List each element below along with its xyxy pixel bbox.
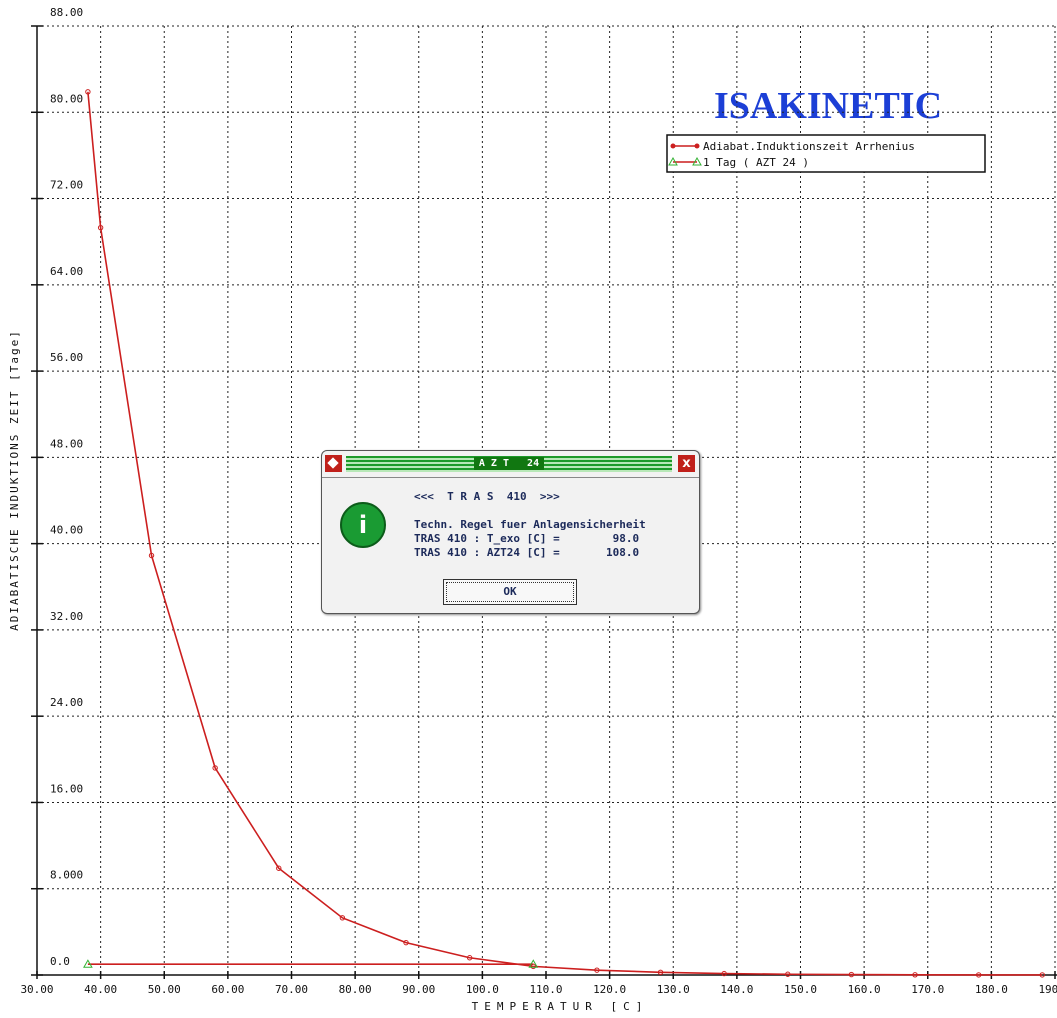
y-tick-label: 40.00 [50,524,83,537]
marker [85,89,91,95]
y-tick-label: 56.00 [50,351,83,364]
x-tick-label: 90.00 [402,983,435,996]
ok-button[interactable]: OK [443,579,577,605]
legend-label: 1 Tag ( AZT 24 ) [703,156,809,169]
legend-marker [670,143,676,149]
x-tick-label: 70.00 [275,983,308,996]
x-tick-label: 100.0 [466,983,499,996]
x-tick-label: 50.00 [148,983,181,996]
dialog-heading: <<< T R A S 410 >>> [414,490,560,503]
marker [721,970,727,977]
menu-button[interactable] [325,455,342,472]
marker [403,939,409,946]
x-axis-label: TEMPERATUR [C] [472,1000,649,1013]
x-tick-label: 110.0 [529,983,562,996]
x-tick-label: 190.0 [1038,983,1057,996]
x-tick-label: 30.00 [20,983,53,996]
y-tick-label: 88.00 [50,6,83,19]
x-tick-label: 160.0 [848,983,881,996]
dialog-line: Techn. Regel fuer Anlagensicherheit [414,518,646,531]
marker [912,972,918,978]
x-tick-label: 60.00 [211,983,244,996]
marker [785,971,791,977]
y-tick-label: 0.0 [50,955,70,968]
marker [276,865,282,871]
x-tick-label: 140.0 [720,983,753,996]
logo: ISAKINETIC [714,85,942,127]
y-tick-label: 16.00 [50,782,83,795]
title-bar: A Z T 24 [346,456,672,472]
y-tick-label: 8.000 [50,869,83,882]
marker [848,971,855,978]
dialog-line: TRAS 410 : T_exo [C] = 98.0 [414,532,640,545]
y-tick-label: 32.00 [50,610,83,623]
legend-label: Adiabat.Induktionszeit Arrhenius [703,140,915,153]
marker [339,915,346,921]
x-tick-label: 130.0 [657,983,690,996]
y-tick-label: 24.00 [50,696,83,709]
dialog-title: A Z T 24 [474,457,544,470]
x-tick-label: 180.0 [975,983,1008,996]
y-tick-label: 72.00 [50,179,83,192]
x-tick-label: 80.00 [339,983,372,996]
separator [322,477,699,478]
y-axis-label: ADIABATISCHE INDUKTIONS ZEIT [Tage] [8,329,21,631]
marker [657,969,664,976]
info-icon: i [340,502,386,548]
marker [975,972,982,978]
dialog-line: TRAS 410 : AZT24 [C] = 108.0 [414,546,640,559]
series-line [87,91,1043,976]
marker [83,959,93,968]
x-tick-label: 40.00 [84,983,117,996]
marker [594,967,600,973]
x-tick-label: 150.0 [784,983,817,996]
y-tick-label: 64.00 [50,265,83,278]
legend-marker [692,156,702,166]
marker [528,959,539,968]
dialog: A Z T 24 x i <<< T R A S 410 >>> Techn. … [321,450,700,614]
y-tick-label: 80.00 [50,92,83,105]
legend-box [666,134,986,173]
x-tick-label: 120.0 [593,983,626,996]
marker [1039,972,1045,978]
marker [148,552,155,559]
y-tick-label: 48.00 [50,437,83,450]
close-button[interactable]: x [678,455,695,472]
x-tick-label: 170.0 [911,983,944,996]
legend-marker [694,143,700,149]
marker [212,765,218,771]
legend-marker [668,156,678,166]
marker [466,955,473,961]
marker [97,224,104,231]
